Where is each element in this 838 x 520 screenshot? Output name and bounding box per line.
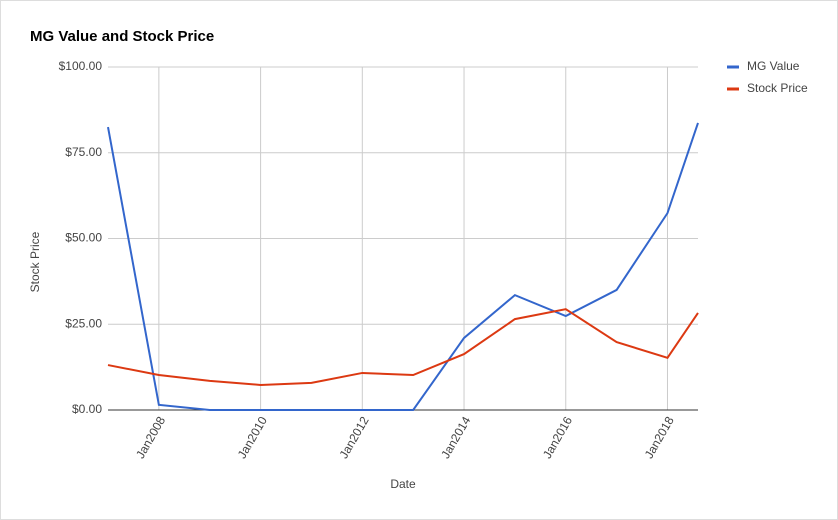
y-tick-label: $0.00 bbox=[72, 402, 102, 416]
y-tick-label: $50.00 bbox=[65, 231, 102, 245]
series-line bbox=[107, 308, 699, 386]
chart-title: MG Value and Stock Price bbox=[30, 28, 214, 45]
y-tick-label: $25.00 bbox=[65, 316, 102, 330]
series-line bbox=[107, 122, 699, 411]
y-axis-label: Stock Price bbox=[28, 231, 42, 292]
x-axis-label: Date bbox=[390, 477, 416, 491]
legend-label: MG Value bbox=[747, 59, 800, 73]
legend-label: Stock Price bbox=[747, 81, 808, 95]
y-tick-label: $100.00 bbox=[59, 59, 103, 73]
y-tick-label: $75.00 bbox=[65, 145, 102, 159]
